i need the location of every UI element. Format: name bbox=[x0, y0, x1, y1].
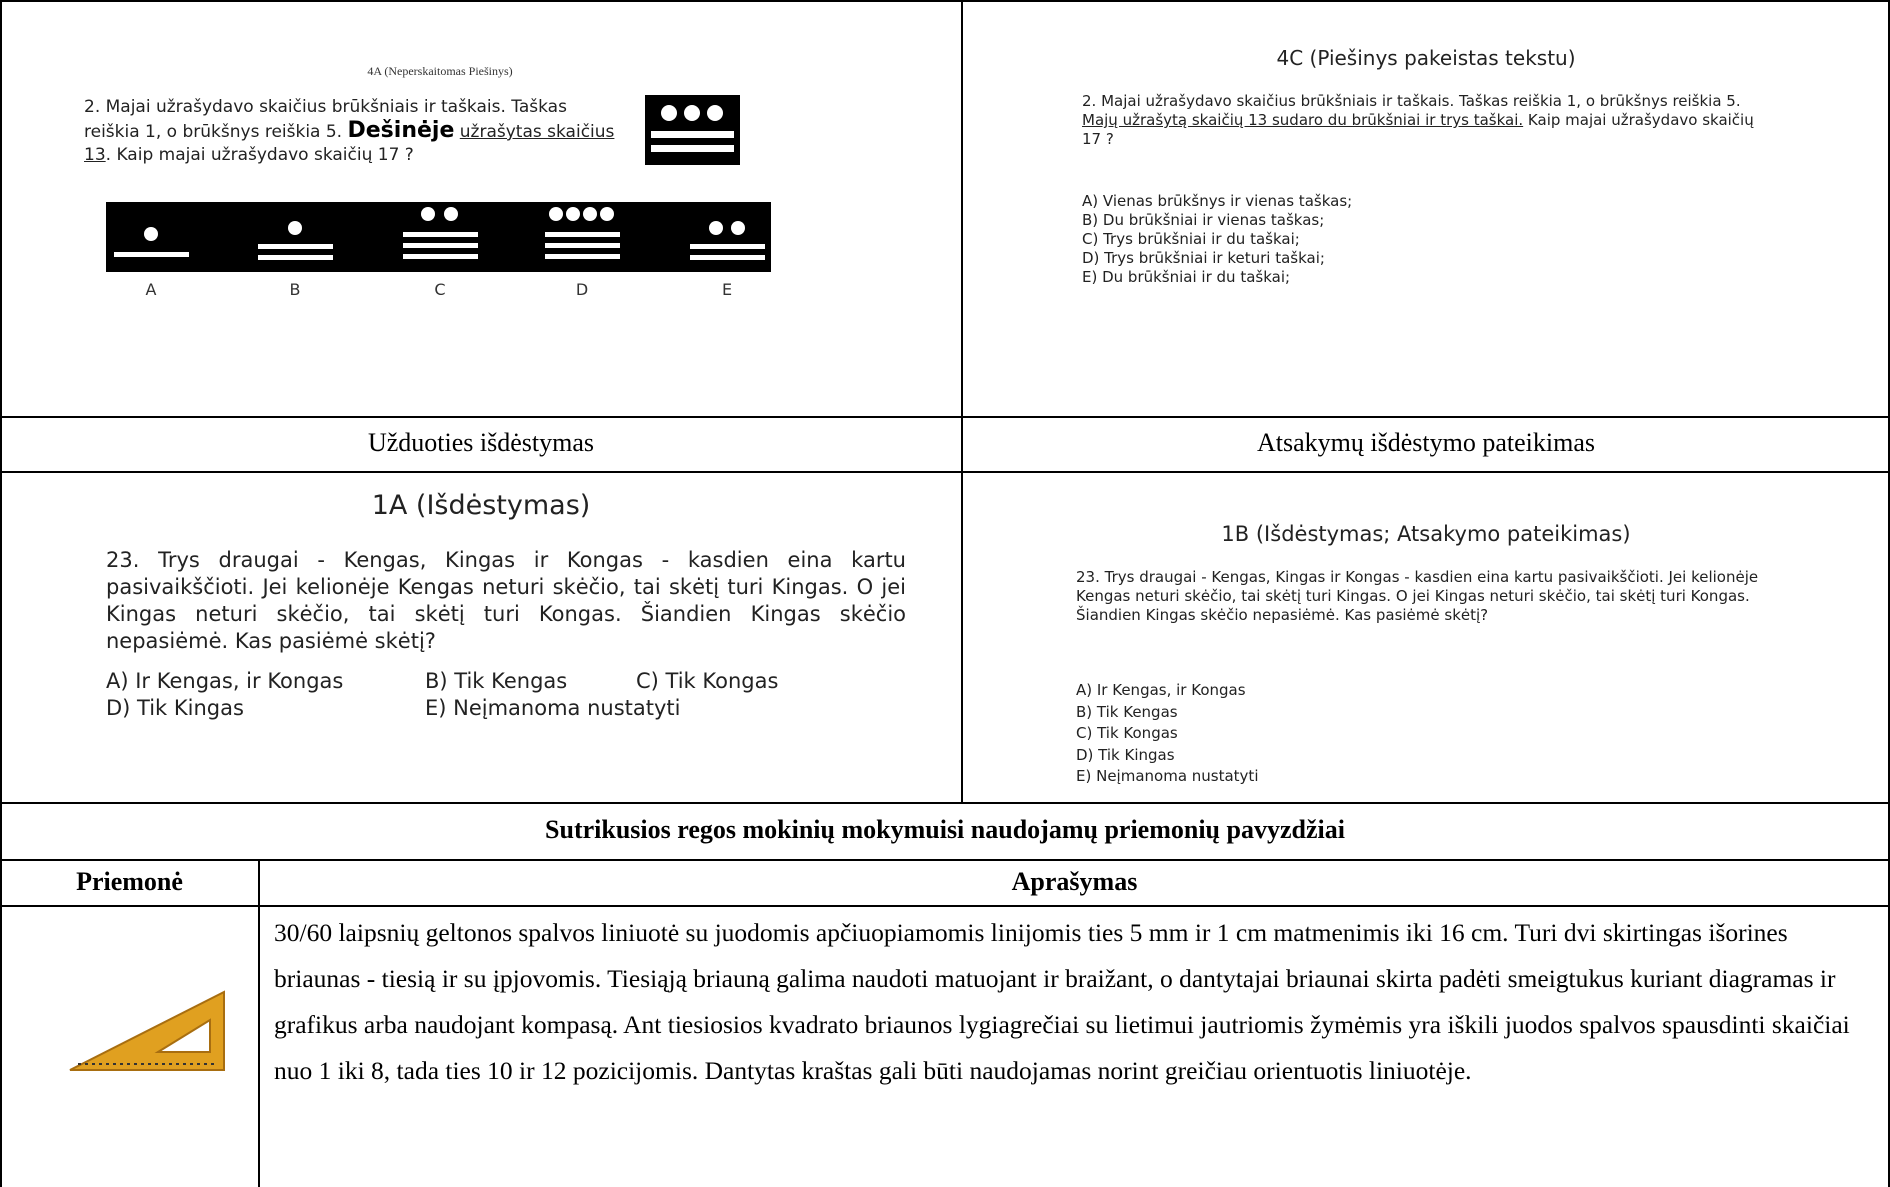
option: E) Neįmanoma nustatyti bbox=[425, 696, 681, 720]
heading: 4A (Neperskaitomas Piešinys) bbox=[367, 64, 513, 78]
option: A) Vienas brūkšnys ir vienas taškas; bbox=[1082, 192, 1353, 210]
option: E) Neįmanoma nustatyti bbox=[1076, 767, 1259, 785]
border bbox=[0, 905, 1890, 907]
option: D) Tik Kingas bbox=[106, 696, 244, 720]
border bbox=[0, 416, 1890, 418]
option: A) Ir Kengas, ir Kongas bbox=[106, 669, 344, 693]
underlined: Majų užrašytą skaičių 13 sudaro du brūkš… bbox=[1082, 111, 1524, 129]
options: A) Ir Kengas, ir Kongas B) Tik Kengas C) T… bbox=[1076, 680, 1258, 788]
text: . Kaip majai užrašydavo skaičių 17 ? bbox=[105, 145, 414, 165]
options: A) Vienas brūkšnys ir vienas taškas; B) D… bbox=[1082, 192, 1352, 287]
heading: 4C (Piešinys pakeistas tekstu) bbox=[1276, 46, 1576, 70]
option: E) Du brūkšniai ir du taškai; bbox=[1082, 268, 1291, 286]
question: 2. Majai užrašydavo skaičius brūkšniais … bbox=[1082, 92, 1772, 149]
border bbox=[0, 0, 1890, 2]
numeral-13 bbox=[645, 95, 740, 165]
option-letter: C bbox=[434, 280, 446, 299]
underlined: užrašytas skaičius 13 bbox=[84, 122, 615, 165]
section-title: Sutrikusios regos mokinių mokymuisi naud… bbox=[545, 815, 1345, 844]
option: B) Tik Kengas bbox=[1076, 702, 1178, 721]
border bbox=[0, 0, 2, 1187]
caption: Atsakymų išdėstymo pateikimas bbox=[1257, 428, 1595, 457]
option: B) Tik Kengas bbox=[425, 669, 568, 693]
ruler-image bbox=[69, 990, 225, 1071]
option: B) Du brūkšniai ir vienas taškas; bbox=[1082, 211, 1325, 229]
option: D) Tik Kingas bbox=[1076, 745, 1175, 764]
emphasis: Dešinėje bbox=[347, 118, 455, 143]
question: 2. Majai užrašydavo skaičius brūkšniais … bbox=[84, 96, 624, 167]
text: Kaip majai užrašydavo skaičių 17 ? bbox=[1082, 111, 1754, 148]
border bbox=[0, 802, 1890, 804]
option: C) Tik Kongas bbox=[1076, 724, 1178, 742]
option: C) Trys brūkšniai ir du taškai; bbox=[1082, 230, 1300, 248]
option: A) Ir Kengas, ir Kongas bbox=[1076, 681, 1246, 699]
text: 2. Majai užrašydavo skaičius brūkšniais … bbox=[84, 97, 567, 142]
border bbox=[0, 859, 1890, 861]
table-header: Aprašymas bbox=[1011, 867, 1138, 896]
option-letter: D bbox=[575, 280, 589, 299]
text: 2. Majai užrašydavo skaičius brūkšniais … bbox=[1082, 92, 1741, 110]
question: 23. Trys draugai - Kengas, Kingas ir Kon… bbox=[106, 548, 906, 653]
option: C) Tik Kongas bbox=[636, 669, 779, 693]
border bbox=[258, 859, 260, 1187]
option-letter: E bbox=[721, 280, 733, 299]
option: D) Trys brūkšniai ir keturi taškai; bbox=[1082, 249, 1325, 267]
border bbox=[961, 0, 963, 803]
question: 23. Trys draugai - Kengas, Kingas ir Kon… bbox=[1076, 568, 1759, 624]
numeral-options bbox=[106, 202, 771, 272]
border bbox=[0, 471, 1890, 473]
caption: Užduoties išdėstymas bbox=[367, 428, 595, 457]
heading: 1B (Išdėstymas; Atsakymo pateikimas) bbox=[1221, 522, 1631, 546]
description: 30/60 laipsnių geltonos spalvos liniuotė… bbox=[274, 918, 1850, 1085]
heading: 1A (Išdėstymas) bbox=[371, 490, 591, 521]
option-letter: A bbox=[145, 280, 157, 299]
border bbox=[1888, 0, 1890, 1187]
option-letter: B bbox=[289, 280, 301, 299]
table-header: Priemonė bbox=[76, 867, 183, 896]
